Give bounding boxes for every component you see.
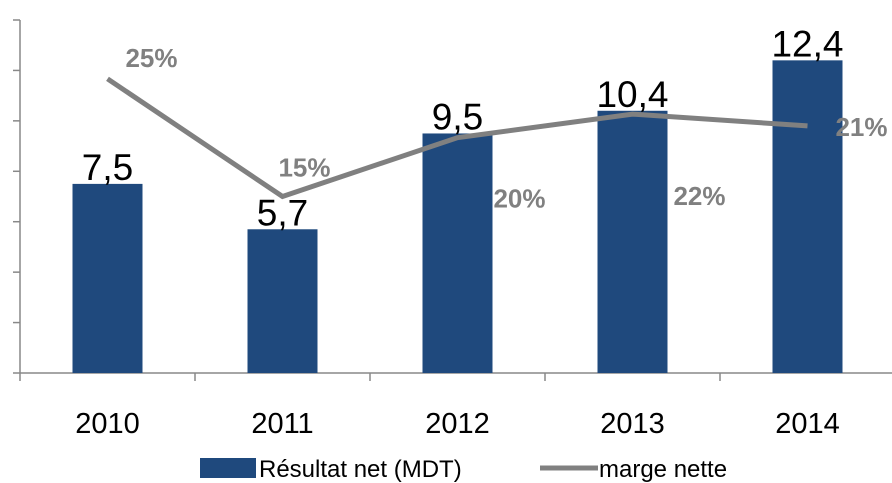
- line-value-label: 25%: [125, 43, 177, 73]
- x-tick-label: 2013: [600, 408, 665, 440]
- line-value-label: 21%: [835, 112, 887, 142]
- line-value-label: 15%: [278, 153, 330, 183]
- x-tick-label: 2010: [75, 408, 140, 440]
- bar-value-label: 9,5: [432, 96, 483, 137]
- x-tick-label: 2014: [775, 408, 840, 440]
- bar-value-label: 12,4: [771, 23, 843, 64]
- line-value-label: 20%: [493, 184, 545, 214]
- bar: [597, 110, 668, 374]
- bar: [247, 229, 318, 373]
- x-tick-label: 2011: [251, 408, 313, 440]
- bar: [72, 183, 143, 373]
- bar-value-label: 7,5: [82, 147, 133, 188]
- bar-value-label: 10,4: [596, 74, 668, 115]
- x-tick-label: 2012: [425, 408, 490, 440]
- line-value-label: 22%: [673, 181, 725, 211]
- legend-label: marge nette: [599, 456, 727, 483]
- line: [106, 76, 808, 200]
- legend-swatch: [200, 458, 256, 478]
- bar: [422, 133, 493, 373]
- legend-label: Résultat net (MDT): [259, 456, 462, 483]
- bar: [772, 60, 843, 373]
